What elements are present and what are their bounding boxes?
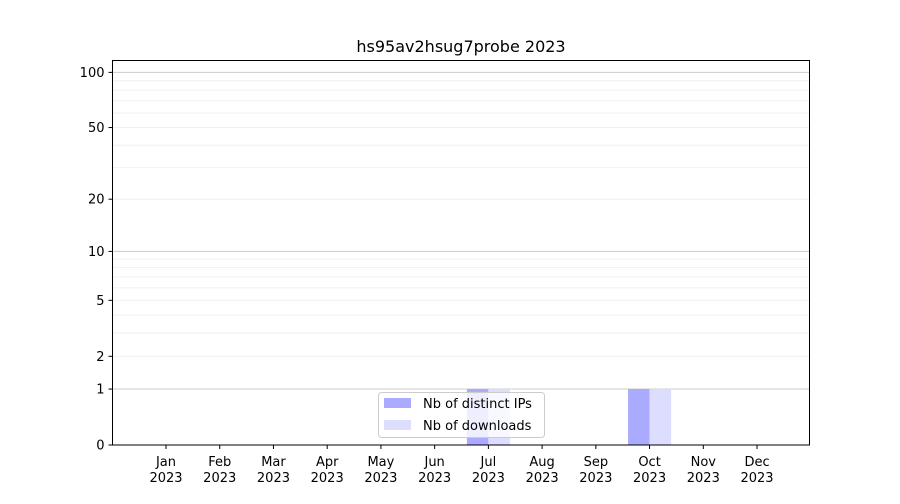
legend-swatch — [384, 420, 411, 430]
chart-title: hs95av2hsug7probe 2023 — [356, 37, 565, 56]
y-tick-label: 10 — [88, 245, 105, 260]
x-tick-label: Jun 2023 — [418, 455, 451, 486]
y-tick-label: 20 — [88, 193, 105, 208]
y-tick-label: 0 — [96, 439, 104, 454]
x-tick-label: Sep 2023 — [579, 455, 612, 486]
y-tick-label: 50 — [88, 121, 105, 136]
legend-box — [378, 392, 545, 438]
x-tick-label: Aug 2023 — [526, 455, 559, 486]
bar — [649, 389, 672, 445]
x-tick-label: Mar 2023 — [257, 455, 290, 486]
x-tick-label: May 2023 — [364, 455, 397, 486]
legend-label: Nb of downloads — [423, 419, 532, 434]
y-tick-label: 5 — [96, 294, 104, 309]
x-tick-label: Oct 2023 — [633, 455, 666, 486]
y-tick-label: 100 — [80, 66, 105, 81]
x-tick-label: Nov 2023 — [687, 455, 720, 486]
x-tick-label: Apr 2023 — [311, 455, 344, 486]
legend-swatch — [384, 398, 411, 408]
x-tick-label: Jan 2023 — [149, 455, 182, 486]
x-tick-label: Feb 2023 — [203, 455, 236, 486]
y-tick-label: 2 — [96, 350, 104, 365]
bar — [628, 389, 650, 445]
x-tick-label: Dec 2023 — [740, 455, 773, 486]
x-tick-label: Jul 2023 — [472, 455, 505, 486]
plot-frame — [112, 60, 810, 446]
legend-label: Nb of distinct IPs — [423, 397, 532, 412]
y-tick-label: 1 — [96, 383, 104, 398]
